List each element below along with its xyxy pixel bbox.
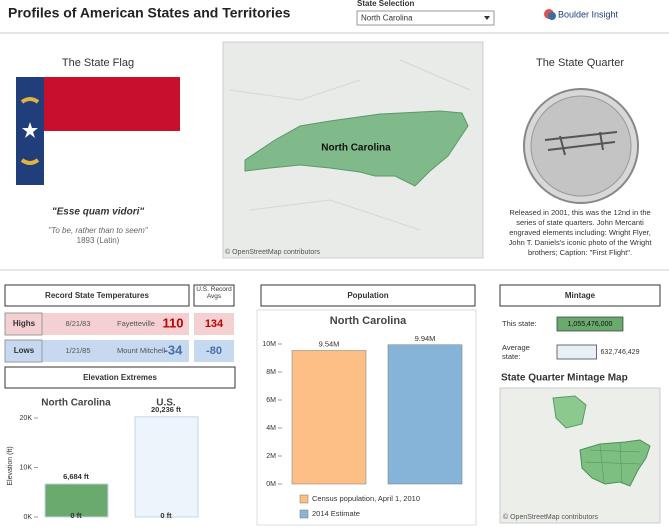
y-tick-label: 8M xyxy=(266,369,276,376)
section-header xyxy=(4,284,190,307)
y-tick-label: 4M xyxy=(266,425,276,432)
temperature-title: Record State Temperatures xyxy=(45,291,149,300)
category-label: Average state: xyxy=(502,343,530,361)
quarter-description: Released in 2001, this was the 12nd in t… xyxy=(508,208,652,257)
row-bg xyxy=(5,313,189,335)
value-label: 9.54M xyxy=(319,339,340,348)
state-shape[interactable] xyxy=(244,110,469,187)
bar xyxy=(134,416,199,518)
record-date: 8/21/83 xyxy=(65,319,90,328)
value-label: 1,055,476,000 xyxy=(568,321,613,328)
y-tick-label: 10M xyxy=(262,341,276,348)
bar xyxy=(387,344,463,485)
section-header xyxy=(260,284,476,307)
bar xyxy=(556,344,597,360)
record-place: Fayetteville xyxy=(117,319,155,328)
logo-icon xyxy=(548,12,556,20)
map-borders xyxy=(584,442,641,485)
value-label: 20,236 ft xyxy=(151,405,182,414)
legend-swatch xyxy=(299,494,309,504)
map-road xyxy=(229,59,471,231)
row-label-box xyxy=(4,339,43,363)
y-tick-label: 10K xyxy=(20,464,33,471)
record-place: Mount Mitchell xyxy=(117,346,166,355)
y-tick-label: 20K xyxy=(20,415,33,422)
bar xyxy=(291,350,367,485)
population-title: North Carolina xyxy=(330,315,407,327)
low-value-label: 0 ft xyxy=(160,511,172,520)
legend-swatch xyxy=(299,509,309,519)
us-header: U.S. Record Avgs xyxy=(196,286,232,300)
state-quarter xyxy=(523,88,639,204)
dropdown-arrow[interactable] xyxy=(484,16,490,20)
us-value: -80 xyxy=(206,345,222,357)
legend-label: 2014 Estimate xyxy=(312,509,360,518)
section-header xyxy=(499,284,661,307)
motto-year: 1893 (Latin) xyxy=(77,236,120,245)
flag-title: The State Flag xyxy=(62,57,134,69)
record-value: -34 xyxy=(164,342,184,357)
record-value: 110 xyxy=(163,315,184,330)
dropdown-box[interactable] xyxy=(356,10,495,26)
category-label: This state: xyxy=(502,319,537,328)
row-bg xyxy=(194,313,234,335)
coin-plane xyxy=(544,131,618,156)
flag-ribbon xyxy=(20,97,40,104)
state-flag xyxy=(16,77,180,185)
legend-label: Census population, April 1, 2010 xyxy=(312,494,420,503)
y-tick-label: 2M xyxy=(266,453,276,460)
map-region xyxy=(552,395,587,429)
bar xyxy=(556,316,624,332)
low-value-label: 0 ft xyxy=(70,511,82,520)
page-title: Profiles of American States and Territor… xyxy=(8,5,291,21)
mintage-header: Mintage xyxy=(565,291,596,300)
motto: "Esse quam vidori" xyxy=(52,207,145,218)
bar xyxy=(44,483,109,518)
elevation-title: Elevation Extremes xyxy=(83,373,157,382)
row-label: Highs xyxy=(13,319,36,328)
flag-star xyxy=(22,122,38,138)
mintage-map[interactable]: © OpenStreetMap contributors xyxy=(499,387,661,524)
y-axis-label: Elevation (ft) xyxy=(7,446,14,485)
row-bg xyxy=(5,340,189,362)
record-date: 1/21/85 xyxy=(65,346,90,355)
us-value: 134 xyxy=(205,318,224,330)
flag-ribbon xyxy=(20,158,40,165)
mintage-map-title: State Quarter Mintage Map xyxy=(501,373,628,384)
section-header xyxy=(193,284,235,307)
row-label-box xyxy=(4,312,43,336)
chart-frame xyxy=(256,309,477,526)
category-label: North Carolina xyxy=(41,398,111,409)
row-label: Lows xyxy=(14,346,35,355)
state-dropdown[interactable]: North Carolina xyxy=(356,10,495,26)
y-tick-label: 6M xyxy=(266,397,276,404)
dropdown-value[interactable]: North Carolina xyxy=(361,14,413,23)
map-label: North Carolina xyxy=(321,143,391,154)
selector-label: State Selection xyxy=(357,0,414,8)
flag-red xyxy=(44,77,180,131)
y-tick-label: 0K xyxy=(23,514,32,521)
value-label: 6,684 ft xyxy=(63,472,89,481)
map-credit: © OpenStreetMap contributors xyxy=(225,248,321,256)
population-header: Population xyxy=(347,291,388,300)
value-label: 632,746,429 xyxy=(601,349,640,356)
logo: Boulder Insight xyxy=(558,9,619,19)
motto-translation: "To be, rather than to seem" xyxy=(48,226,148,235)
row-bg xyxy=(194,340,234,362)
section-header xyxy=(4,366,236,389)
value-label: 9.94M xyxy=(415,334,436,343)
y-tick-label: 0M xyxy=(266,481,276,488)
map-credit: © OpenStreetMap contributors xyxy=(503,513,599,521)
quarter-title: The State Quarter xyxy=(536,57,624,69)
category-label: U.S. xyxy=(156,398,176,409)
state-map[interactable]: North Carolina © OpenStreetMap contribut… xyxy=(222,41,484,259)
